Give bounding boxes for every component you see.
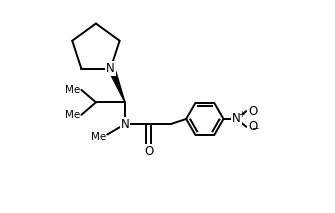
Text: O: O (248, 120, 257, 133)
Text: N: N (232, 112, 241, 125)
Text: O: O (248, 105, 257, 118)
Text: Me: Me (91, 132, 106, 142)
Text: N: N (106, 62, 115, 75)
Text: O: O (144, 145, 153, 158)
Text: +: + (239, 110, 245, 119)
Text: −: − (251, 123, 259, 132)
Text: N: N (121, 118, 129, 131)
Text: Me: Me (65, 110, 80, 120)
Text: Me: Me (65, 85, 80, 95)
Polygon shape (110, 71, 125, 102)
